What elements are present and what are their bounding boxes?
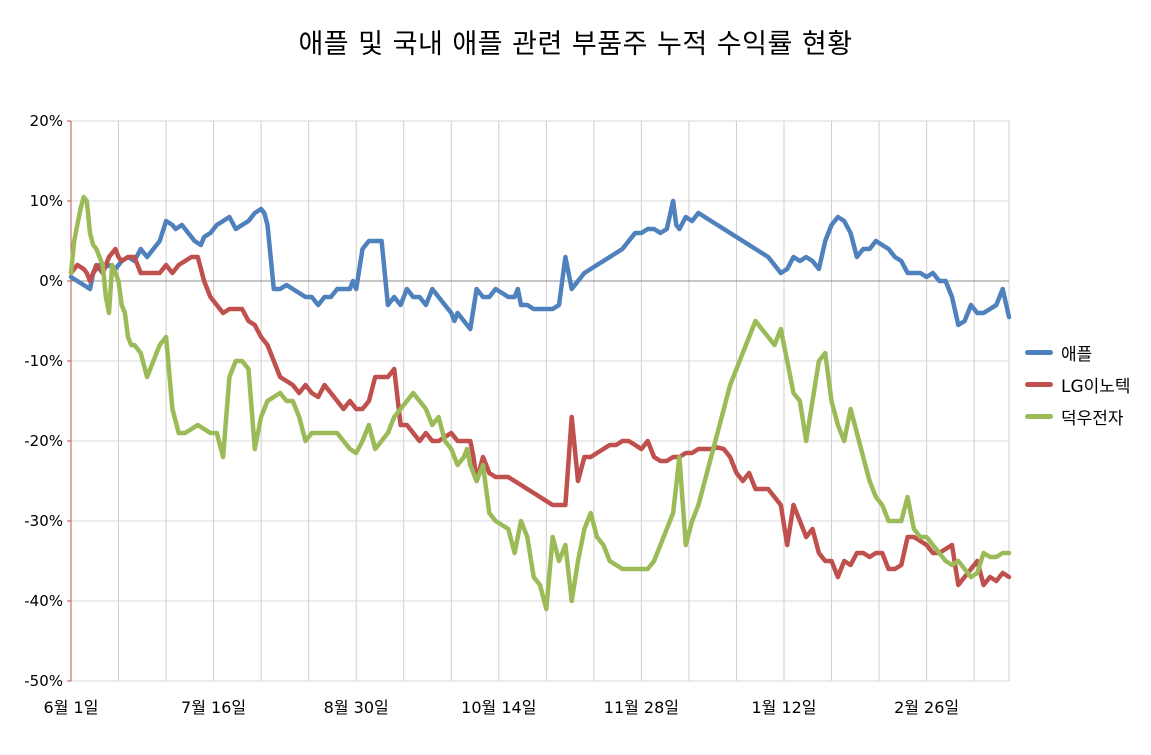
y-tick-label: -40%	[24, 592, 63, 610]
x-tick-label: 1월 12일	[751, 698, 816, 717]
y-tick-label: -30%	[24, 512, 63, 530]
legend-swatch	[1025, 349, 1053, 355]
x-tick-label: 7월 16일	[181, 698, 246, 717]
x-tick-label: 6월 1일	[44, 698, 99, 717]
legend-swatch	[1025, 381, 1053, 387]
chart-title: 애플 및 국내 애플 관련 부품주 누적 수익률 현황	[298, 29, 853, 60]
legend-label: 덕우전자	[1061, 408, 1124, 429]
y-tick-label: 10%	[30, 192, 63, 210]
legend-item: 애플	[1025, 336, 1131, 368]
x-tick-label: 2월 26일	[894, 698, 959, 717]
y-tick-label: 0%	[39, 272, 63, 290]
legend-label: 애플	[1061, 344, 1093, 365]
series-line	[68, 194, 1012, 612]
legend-label: LG이노텍	[1061, 376, 1131, 397]
grid-lines	[71, 120, 1010, 682]
series-line	[68, 198, 1012, 332]
legend-item: LG이노텍	[1025, 368, 1131, 400]
x-tick-label: 8월 30일	[324, 698, 389, 717]
axes	[67, 120, 1009, 682]
legend-swatch	[1025, 413, 1053, 419]
tick-labels: 20% 10% 0% -10% -20% -30% -40% -50% 6월 1일 7월 16일 8…	[24, 112, 959, 717]
series-lines	[68, 194, 1012, 612]
y-tick-label: -20%	[24, 432, 63, 450]
x-tick-label: 11월 28일	[604, 698, 679, 717]
x-tick-label: 10월 14일	[461, 698, 536, 717]
legend-item: 덕우전자	[1025, 400, 1131, 432]
y-tick-label: -10%	[24, 352, 63, 370]
y-tick-label: 20%	[30, 112, 63, 130]
y-tick-label: -50%	[24, 672, 63, 690]
series-line	[68, 246, 1012, 588]
